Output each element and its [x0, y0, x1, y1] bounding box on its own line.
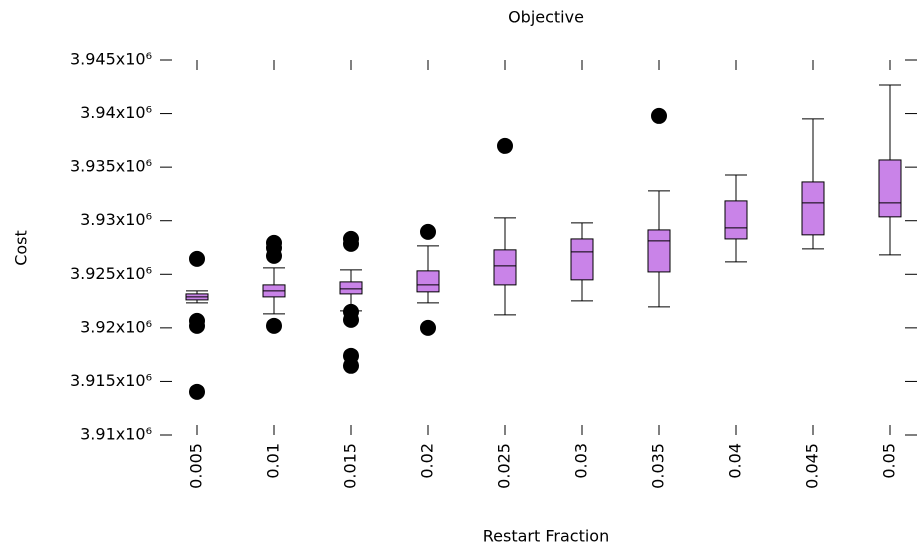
y-tick-label: 3.91x10⁶	[80, 425, 152, 444]
x-tick-label: 0.02	[418, 443, 437, 479]
x-tick-label: 0.05	[880, 443, 899, 479]
y-axis-label: Cost	[12, 230, 31, 266]
y-tick-label: 3.94x10⁶	[80, 103, 152, 122]
outlier	[343, 235, 359, 252]
box	[493, 249, 517, 286]
chart-title: Objective	[508, 8, 584, 27]
box	[570, 238, 594, 281]
box	[878, 159, 902, 218]
x-tick-label: 0.015	[341, 443, 360, 489]
x-tick-label: 0.025	[495, 443, 514, 489]
x-tick-label: 0.035	[649, 443, 668, 489]
x-tick-label: 0.01	[264, 443, 283, 479]
x-tick-label: 0.03	[572, 443, 591, 479]
x-axis-label: Restart Fraction	[483, 527, 609, 546]
outlier	[497, 137, 513, 154]
box	[416, 270, 440, 293]
x-tick-label: 0.005	[187, 443, 206, 489]
y-tick-label: 3.925x10⁶	[70, 264, 152, 283]
y-tick-label: 3.915x10⁶	[70, 371, 152, 390]
box	[801, 181, 825, 236]
outlier	[266, 247, 282, 264]
x-tick-label: 0.04	[726, 443, 745, 479]
box	[647, 229, 671, 273]
outlier	[343, 357, 359, 374]
outlier	[420, 319, 436, 336]
box	[724, 200, 748, 240]
outlier	[189, 250, 205, 267]
y-tick-label: 3.93x10⁶	[80, 210, 152, 229]
outlier	[343, 311, 359, 328]
y-tick-label: 3.935x10⁶	[70, 157, 152, 176]
outlier	[189, 383, 205, 400]
box	[339, 281, 363, 295]
x-tick-label: 0.045	[803, 443, 822, 489]
y-tick-label: 3.92x10⁶	[80, 317, 152, 336]
outlier	[420, 223, 436, 240]
outlier	[189, 317, 205, 334]
outlier	[651, 107, 667, 124]
y-tick-label: 3.945x10⁶	[70, 50, 152, 69]
outlier	[266, 317, 282, 334]
